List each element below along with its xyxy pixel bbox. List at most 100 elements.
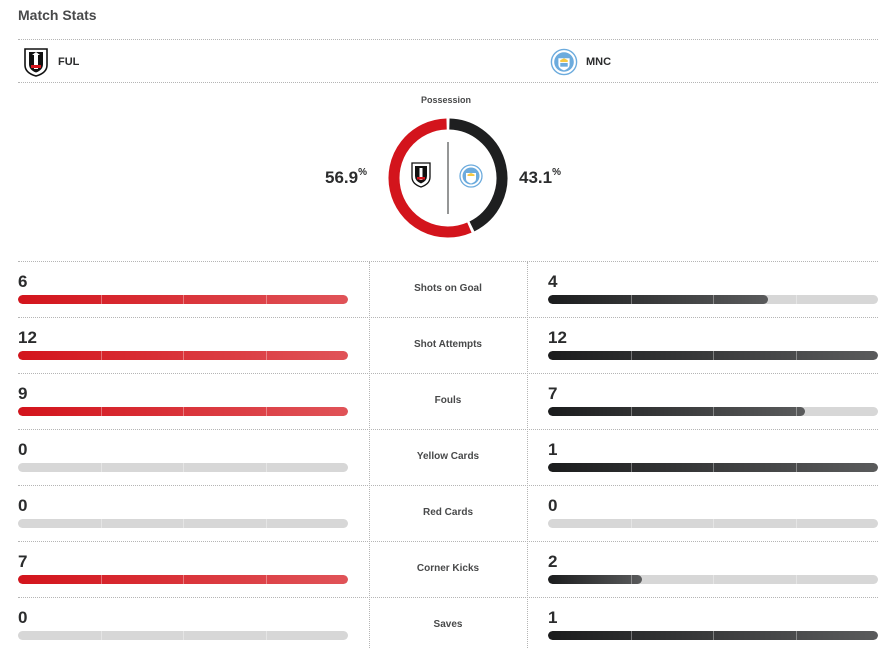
stat-label: Red Cards xyxy=(422,507,473,518)
stat-row: 0 Red Cards 0 xyxy=(18,486,878,542)
bar-segment-tick xyxy=(795,351,797,360)
bar-segment-tick xyxy=(100,463,102,472)
home-stat-bar-fill xyxy=(18,351,348,360)
home-stat-value: 12 xyxy=(18,328,37,347)
bar-segment-tick xyxy=(630,631,632,640)
home-stat-bar xyxy=(18,463,348,472)
home-stat-value: 7 xyxy=(18,552,28,571)
away-stat-bar-fill xyxy=(548,407,805,416)
bar-segment-tick xyxy=(713,631,714,640)
bar-segment-tick xyxy=(630,575,632,584)
bar-segment-tick xyxy=(100,631,102,640)
away-possession-value: 43.1% xyxy=(519,167,561,188)
divider xyxy=(18,429,878,430)
bar-segment-tick xyxy=(630,295,632,304)
divider xyxy=(18,317,878,318)
home-stat-value: 6 xyxy=(18,272,28,291)
away-stat-bar-fill xyxy=(548,631,878,640)
home-stat-value: 0 xyxy=(18,608,28,627)
away-stat-value: 12 xyxy=(548,328,567,347)
stat-row: 7 Corner Kicks 2 xyxy=(18,542,878,598)
stat-row: 0 Saves 1 xyxy=(18,598,878,654)
home-stat-bar xyxy=(18,575,348,584)
home-stat-bar xyxy=(18,407,348,416)
away-stat-bar-fill xyxy=(548,295,769,304)
home-possession-value: 56.9% xyxy=(325,167,367,188)
divider xyxy=(18,82,878,83)
stat-row: 6 Shots on Goal 4 xyxy=(18,262,878,318)
away-stat-value: 4 xyxy=(548,272,558,291)
bar-segment-tick xyxy=(100,519,102,528)
stat-label: Fouls xyxy=(434,395,462,406)
away-team[interactable]: MNC xyxy=(550,47,611,77)
away-stat-bar xyxy=(548,351,878,360)
bar-segment-tick xyxy=(265,519,267,528)
bar-segment-tick xyxy=(265,295,267,304)
bar-segment-tick xyxy=(713,519,714,528)
bar-segment-tick xyxy=(183,295,184,304)
home-stat-value: 0 xyxy=(18,496,28,515)
bar-segment-tick xyxy=(265,463,267,472)
bar-segment-tick xyxy=(630,351,632,360)
away-stat-bar xyxy=(548,631,878,640)
bar-segment-tick xyxy=(183,519,184,528)
away-stat-value: 0 xyxy=(548,496,558,515)
home-possession-arc xyxy=(388,118,472,238)
bar-segment-tick xyxy=(100,351,102,360)
bar-segment-tick xyxy=(795,295,797,304)
away-team-abbr: MNC xyxy=(586,56,612,68)
home-stat-bar xyxy=(18,295,348,304)
stat-label: Saves xyxy=(433,619,463,630)
bar-segment-tick xyxy=(630,463,632,472)
divider xyxy=(18,261,878,262)
home-possession-number: 56.9 xyxy=(325,168,359,187)
fulham-crest-icon xyxy=(411,162,431,188)
home-team[interactable]: FUL xyxy=(22,47,79,77)
percent-unit: % xyxy=(358,167,367,178)
stat-row: 0 Yellow Cards 1 xyxy=(18,430,878,486)
home-team-abbr: FUL xyxy=(58,56,80,68)
bar-segment-tick xyxy=(100,407,102,416)
home-stat-bar xyxy=(18,519,348,528)
bar-segment-tick xyxy=(183,351,184,360)
away-stat-bar-fill xyxy=(548,351,878,360)
home-stat-bar-fill xyxy=(18,407,348,416)
bar-segment-tick xyxy=(100,295,102,304)
away-stat-value: 1 xyxy=(548,440,558,459)
bar-segment-tick xyxy=(795,407,797,416)
home-stat-value: 0 xyxy=(18,440,28,459)
bar-segment-tick xyxy=(795,463,797,472)
home-stat-bar-fill xyxy=(18,575,348,584)
away-stat-bar-fill xyxy=(548,463,878,472)
bar-segment-tick xyxy=(265,631,267,640)
home-stat-bar-fill xyxy=(18,295,348,304)
stat-label: Shot Attempts xyxy=(414,339,482,350)
bar-segment-tick xyxy=(713,295,714,304)
fulham-crest-icon xyxy=(24,48,48,77)
bar-segment-tick xyxy=(183,463,184,472)
divider xyxy=(18,485,878,486)
bar-segment-tick xyxy=(713,463,714,472)
away-stat-value: 7 xyxy=(548,384,558,403)
page-title: Match Stats xyxy=(18,7,97,23)
bar-segment-tick xyxy=(183,407,184,416)
man-city-crest-icon xyxy=(459,164,483,188)
column-separator xyxy=(527,262,528,648)
bar-segment-tick xyxy=(795,631,797,640)
bar-segment-tick xyxy=(265,575,267,584)
bar-segment-tick xyxy=(265,351,267,360)
bar-segment-tick xyxy=(795,519,797,528)
away-stat-bar xyxy=(548,575,878,584)
bar-segment-tick xyxy=(183,631,184,640)
away-stat-bar xyxy=(548,295,878,304)
home-stat-value: 9 xyxy=(18,384,28,403)
away-stat-bar xyxy=(548,519,878,528)
bar-segment-tick xyxy=(795,575,797,584)
home-stat-bar xyxy=(18,631,348,640)
bar-segment-tick xyxy=(713,407,714,416)
bar-segment-tick xyxy=(265,407,267,416)
home-stat-bar xyxy=(18,351,348,360)
possession-label: Possession xyxy=(420,95,472,105)
away-possession-arc xyxy=(449,118,508,232)
percent-unit: % xyxy=(552,167,561,178)
